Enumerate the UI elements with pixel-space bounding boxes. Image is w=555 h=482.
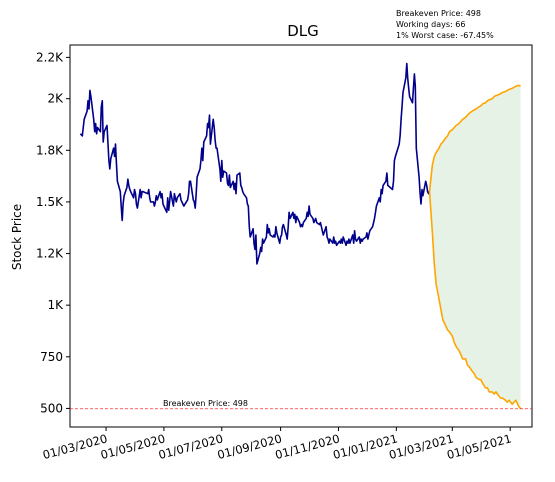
breakeven-layer: Breakeven Price: 498	[70, 399, 532, 409]
projection-range-area	[430, 85, 521, 409]
info-working-days-line: Working days: 66	[396, 20, 465, 30]
y-tick-label: 500	[40, 401, 63, 415]
x-tick-label: 01/07/2020	[157, 431, 225, 462]
y-tick-label: 1.8K	[36, 143, 64, 157]
info-worst-case-line: 1% Worst case: -67.45%	[396, 31, 494, 41]
x-tick-label: 01/09/2020	[216, 431, 284, 462]
y-axis: 500 750 1K 1.2K 1.5K 1.8K 2K 2.2K	[36, 50, 70, 415]
y-tick-label: 2.2K	[36, 50, 64, 64]
y-tick-label: 2K	[47, 92, 64, 106]
chart-title: DLG	[287, 22, 319, 40]
y-tick-label: 1.5K	[36, 195, 64, 209]
info-breakeven-line: Breakeven Price: 498	[396, 9, 481, 19]
x-tick-label: 01/03/2021	[387, 431, 455, 462]
x-axis: 01/03/202001/05/202001/07/202001/09/2020…	[41, 427, 513, 462]
y-axis-label: Stock Price	[10, 204, 24, 270]
breakeven-label: Breakeven Price: 498	[163, 399, 248, 408]
x-tick-label: 01/03/2020	[41, 431, 109, 462]
x-tick-label: 01/05/2020	[99, 431, 167, 462]
y-tick-label: 1.2K	[36, 247, 64, 261]
x-tick-label: 01/11/2020	[274, 431, 342, 462]
x-tick-label: 01/05/2021	[445, 431, 513, 462]
y-tick-label: 750	[40, 350, 63, 364]
projection-area-layer	[430, 85, 521, 409]
historical-price-line	[80, 64, 429, 264]
y-tick-label: 1K	[47, 298, 64, 312]
